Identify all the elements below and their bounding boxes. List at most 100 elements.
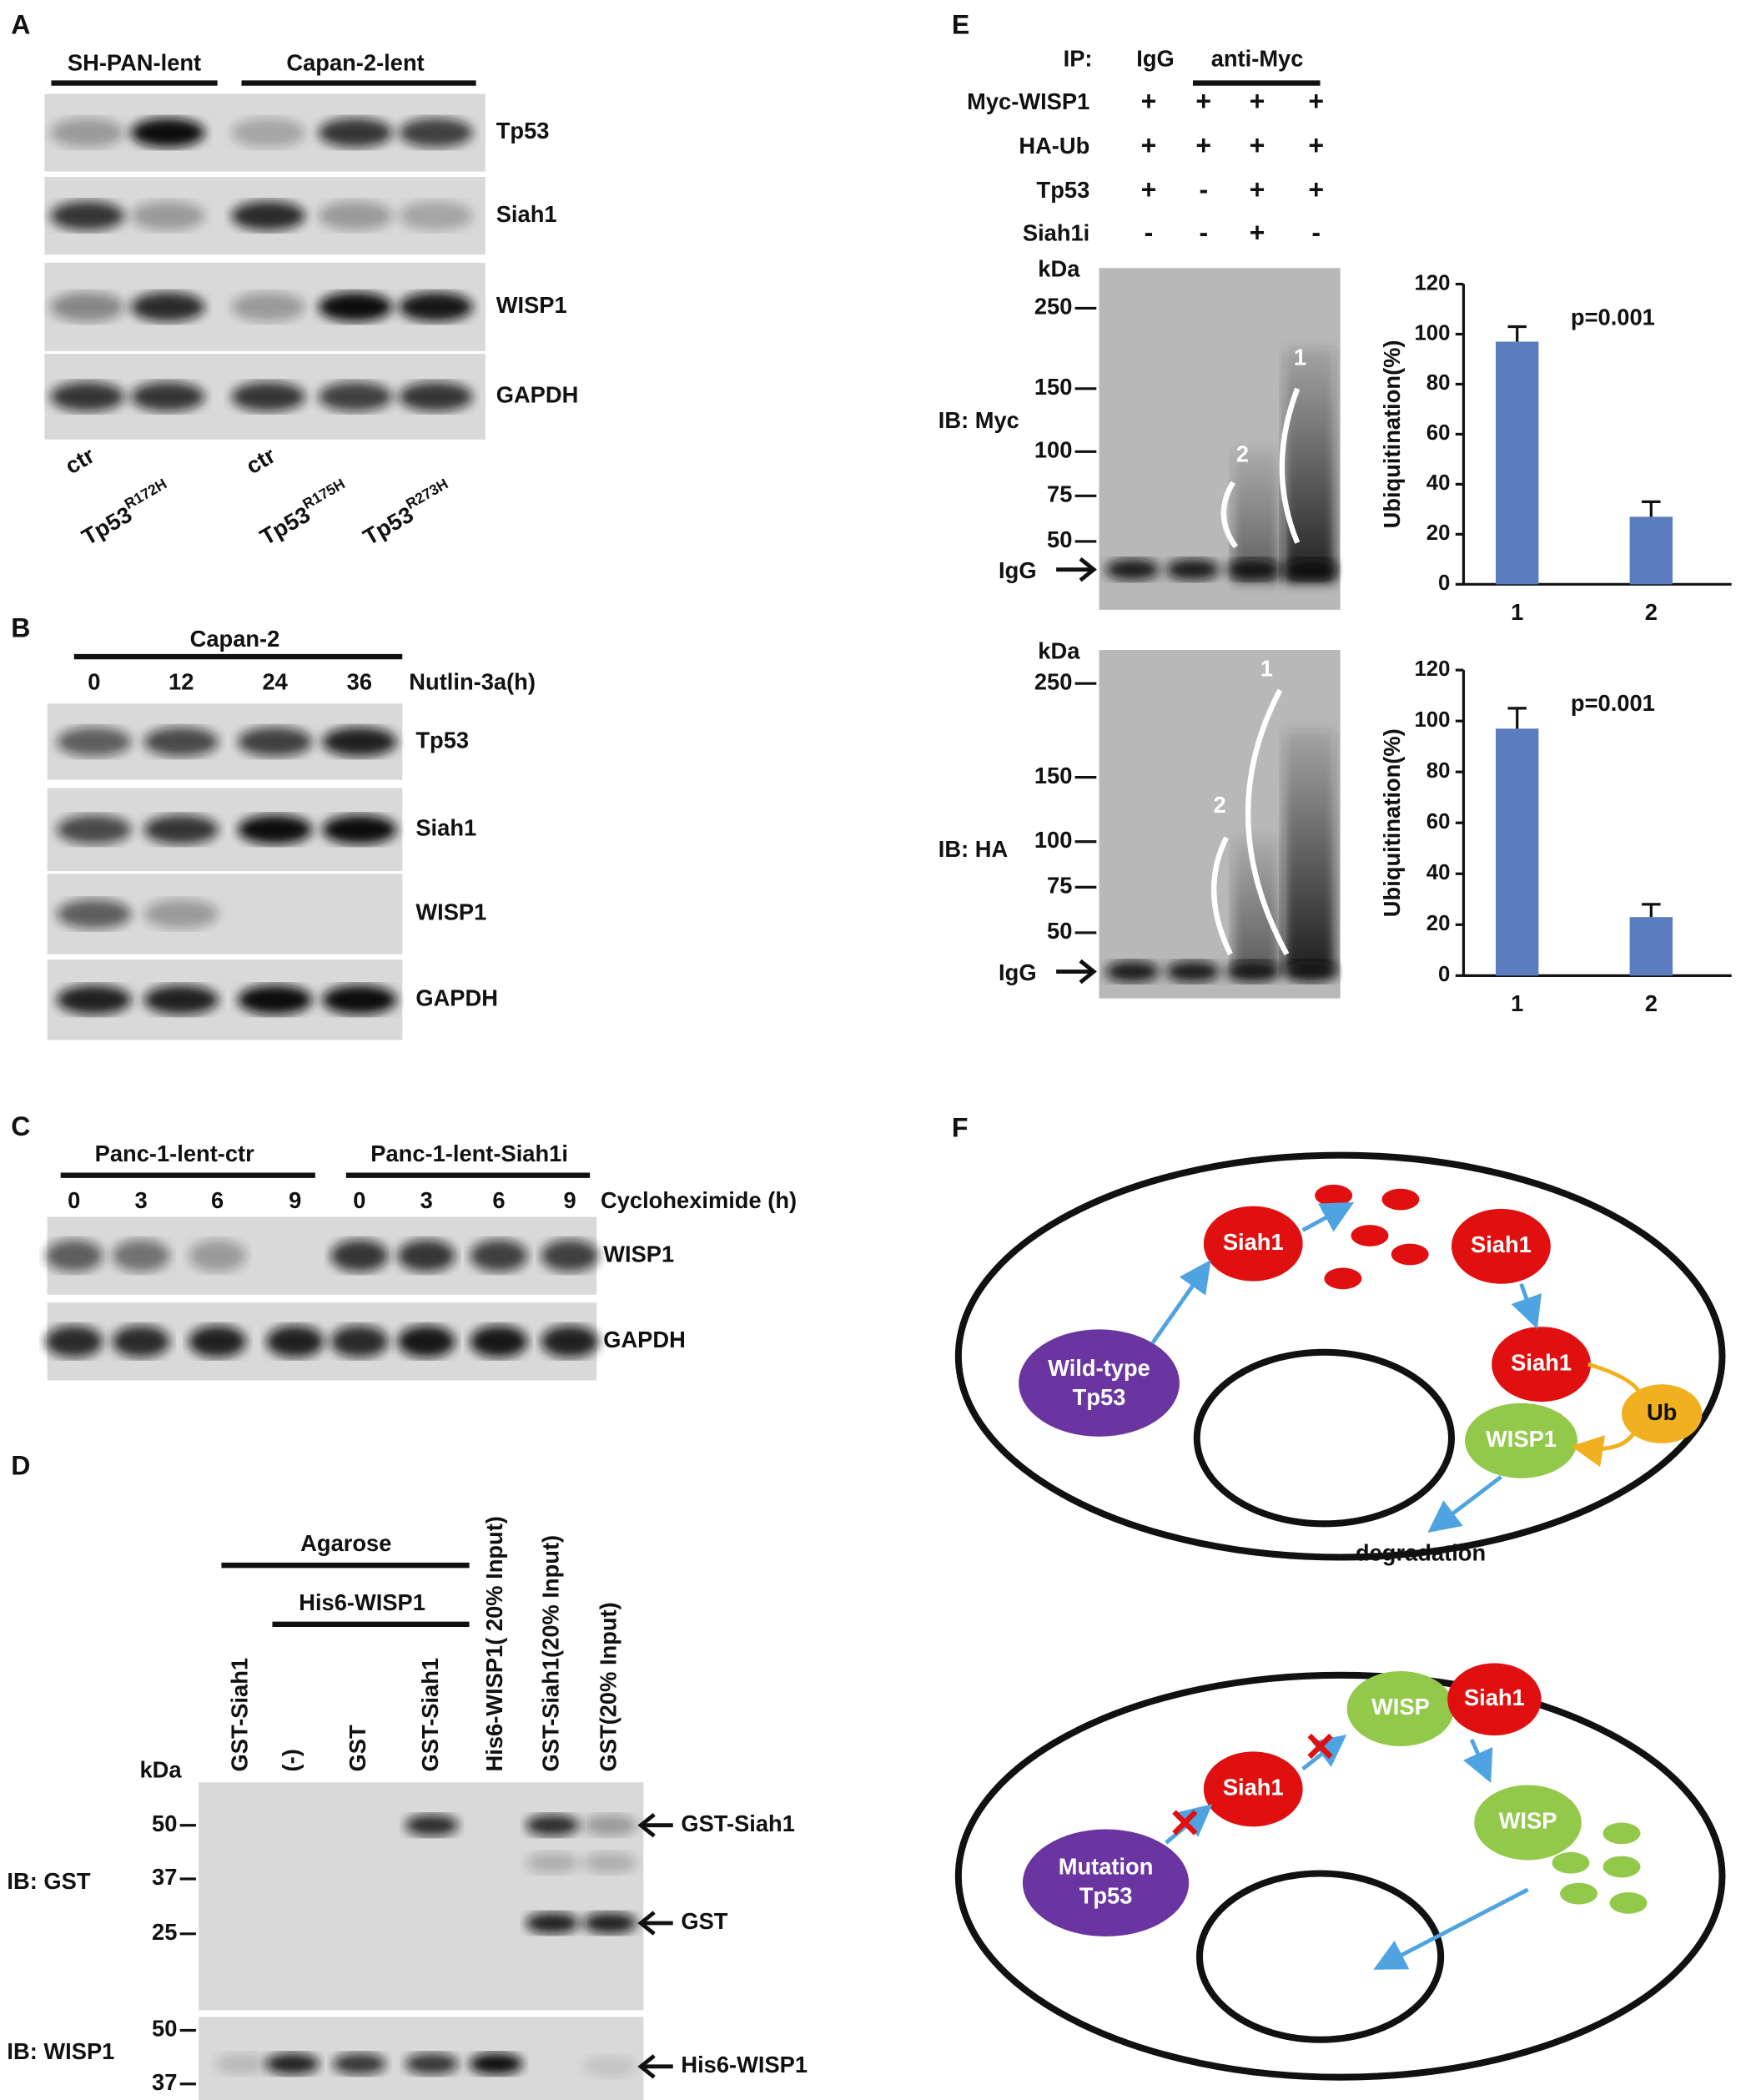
arrow-label: GST [681,1908,727,1934]
panel-letter: E [952,10,969,40]
lane-label: His6-WISP1( 20% Input) [481,1516,507,1771]
lane-label: Tp53R172H [75,475,176,550]
igg-label: IgG [999,959,1037,985]
fragment [1603,1856,1641,1878]
band [57,814,132,844]
blot-label: IB: HA [938,836,1008,862]
band [470,1325,528,1358]
lane-label: Tp53R175H [254,475,355,550]
node-label: Siah1 [1471,1231,1532,1257]
group-label: anti-Myc [1211,46,1304,72]
band [399,292,473,322]
band [57,899,132,929]
y-axis-label: Ubiquitination(%) [1379,340,1405,528]
pathway-arrow [1427,1475,1502,1533]
siah1-node [1492,1327,1592,1403]
band [399,118,473,148]
bar [1629,917,1673,976]
marker-label: 37 [152,1864,177,1890]
pathway-arrow [1301,1734,1347,1771]
blot-label: IB: WISP1 [7,2038,114,2064]
lane-label: 3 [420,1187,433,1213]
kda-label: kDa [139,1757,182,1783]
error-bar [1642,500,1661,517]
y-tick-label: 120 [1415,271,1451,295]
band [231,200,306,231]
node-label: Wild-type [1048,1355,1150,1381]
lane-label: GST [345,1725,370,1771]
bracket [1245,688,1290,956]
band [1226,960,1281,983]
panel-letter: D [11,1450,30,1480]
band [143,985,219,1015]
lane-label: ctr [61,442,99,479]
row-label: Siah1 [496,201,557,227]
condition-sign: + [1308,174,1324,204]
fragment [1315,1184,1353,1206]
y-tick-label: 20 [1426,521,1451,545]
lane-label: 6 [211,1187,224,1213]
lane-superscript: R175H [299,475,348,512]
row-label: Siah1 [415,814,476,840]
y-tick-label: 60 [1426,810,1451,833]
bar [1495,341,1539,585]
band [143,899,219,929]
lane-label: 12 [169,668,194,694]
band [50,118,125,148]
band [541,1239,599,1272]
lane-label: GST-Siah1 [227,1658,253,1772]
fragment [1324,1267,1362,1290]
arrow-head [1079,959,1097,985]
band [45,1239,103,1272]
band [130,118,205,148]
y-tick-label: 80 [1426,759,1451,783]
bar [1495,728,1539,976]
marker-label: 37 [152,2069,177,2095]
condition-sign: + [1250,86,1265,116]
lane-label: 0 [68,1187,80,1213]
node-label: Tp53 [1079,1883,1133,1909]
siah1-node [1203,1206,1303,1282]
lane-label: 0 [88,668,100,694]
band [1226,558,1281,581]
error-bar [1507,707,1527,729]
arrow-label: His6-WISP1 [681,2052,808,2077]
y-tick-label: 20 [1426,912,1451,935]
y-axis-label: Ubiquitination(%) [1379,728,1405,917]
bracket-label: 1 [1260,655,1273,681]
fragment [1381,1188,1420,1211]
y-tick-label: 60 [1426,421,1451,445]
group-label: Agarose [300,1530,391,1556]
band [1284,960,1338,983]
band [237,727,313,757]
smear [1284,348,1336,583]
node-label: Tp53 [1073,1384,1126,1410]
fragment [1603,1822,1641,1845]
lane-name: ctr [61,442,99,479]
smear [1233,837,1279,972]
band [231,292,306,322]
group-label: SH-PAN-lent [68,49,201,75]
x-tick-label: 1 [1511,599,1523,625]
igg-label: IgG [999,557,1037,583]
lane-label: ctr [242,442,280,479]
wisp-node [1474,1785,1582,1861]
band [318,200,393,231]
marker-label: 150 [1034,374,1073,400]
band [189,1325,247,1358]
condition-sign: - [1199,218,1208,248]
marker-label: 100 [1034,437,1073,463]
row-label: WISP1 [415,899,486,925]
band [318,381,393,412]
y-tick-label: 0 [1438,572,1450,595]
row-label: WISP1 [496,292,567,318]
node-label: WISP [1371,1694,1430,1720]
panel-letter: F [952,1113,969,1143]
lane-superscript: R273H [403,475,451,512]
condition-sign: + [1308,130,1324,160]
band [57,727,132,757]
tp53-node [1019,1329,1180,1437]
band [189,1239,247,1272]
